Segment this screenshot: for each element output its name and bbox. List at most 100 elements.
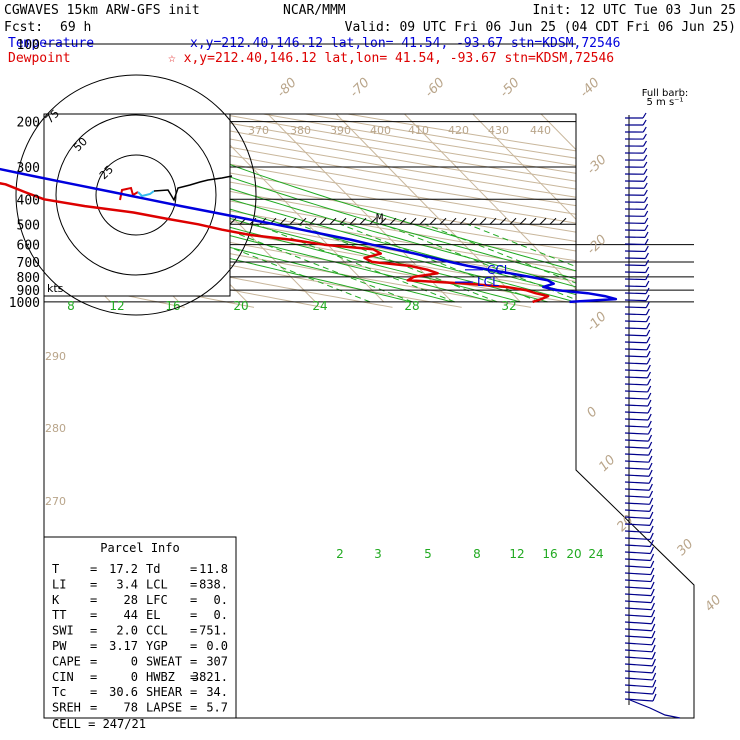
hatch [339,217,347,225]
barb-shaft [624,285,646,288]
barb-flag [649,525,654,533]
barb-shaft [624,586,652,590]
parcel-cell: CELL = 247/21 [52,717,146,731]
dry-adiabat [302,114,576,159]
isotherm-label: -10 [584,309,610,335]
pressure-label: 200 [17,116,40,131]
hatch [549,217,557,225]
mixing-ratio-label: 3 [374,547,382,561]
theta-label: 290 [45,350,66,363]
wind-barb [624,574,655,583]
parcel-eq: = [90,593,97,607]
level-ccl-label: CCL [487,263,511,277]
pressure-label: 1000 [9,296,40,311]
barb-shaft [624,348,647,351]
barb-shaft [624,579,651,583]
dry-adiabat [91,114,576,198]
parcel-field-label: LAPSE [146,701,182,715]
parcel-eq: = [90,654,97,668]
isotherm-label: -80 [274,75,300,101]
wind-barb [624,434,653,442]
hodograph-trace-high [153,175,233,202]
wind-barb [624,280,650,288]
barb-shaft [624,656,653,660]
wind-barb [624,525,654,534]
parcel-eq: = [90,685,97,699]
wind-barb [624,427,652,435]
org-label: NCAR/MMM [283,3,346,18]
wind-barb [624,490,654,498]
wind-barb [624,679,657,688]
barb-flag [650,553,655,561]
barb-shaft [624,397,648,400]
wind-barb [624,546,655,555]
barb-flag [645,273,650,280]
barb-shaft [624,663,653,667]
parcel-eq: = [90,577,97,591]
mixing-ratio-label: 24 [588,547,603,561]
parcel-field-label: SWI [52,624,74,638]
barb-shaft [624,299,647,302]
barb-shaft [624,271,646,274]
parcel-field-value: 0. [214,593,228,607]
wind-barb [624,504,654,512]
parcel-field-value: 3.17 [109,639,138,653]
wind-barb [624,497,654,505]
barb-flag [647,392,652,400]
level-m-label: M [376,211,383,225]
pressure-label: 800 [17,271,40,286]
barb-flag [646,322,651,330]
wind-barb [624,238,649,246]
barb-flag [651,658,656,667]
barb-shaft [624,327,647,330]
hodograph-ring [55,114,217,276]
isotherm-label: 0 [584,404,600,420]
parcel-field-label: EL [146,608,160,622]
wind-barb [624,357,651,365]
barb-shaft [624,558,651,562]
barb-flag [647,406,652,414]
parcel-eq: = [190,593,197,607]
parcel-field-value: 28 [124,593,138,607]
barb-flag [643,189,648,196]
hatch [499,217,507,225]
barb-shaft [624,621,652,625]
parcel-field-label: LI [52,577,66,591]
wind-barb [624,595,655,604]
theta-label: 420 [448,124,469,137]
parcel-field-label: CCL [146,624,168,638]
wind-barb [624,658,656,667]
fcst-value: 69 h [60,20,91,35]
wind-barb [624,644,656,653]
barb-flag [644,252,649,259]
parcel-field-label: SREH [52,701,81,715]
barb-shaft [624,341,647,344]
barb-flag [644,245,649,252]
theta-label: 410 [408,124,429,137]
hatch [409,217,417,225]
wind-barb [624,224,649,231]
barb-shaft [624,418,649,421]
wind-barb [624,273,650,281]
wind-barb [624,385,652,393]
wind-barb [624,581,655,590]
barb-shaft [624,481,650,484]
mixing-ratio-label: 5 [424,547,432,561]
barb-flag [648,476,653,484]
wind-barb [624,665,657,674]
wind-barb [624,140,647,147]
wind-barb [624,308,650,316]
mixing-ratio-label: 16 [165,299,180,313]
barb-shaft [624,635,652,639]
wind-barb [624,448,653,456]
wind-barb [624,399,652,407]
barb-flag [647,399,652,407]
dry-adiabat [44,155,576,252]
mixing-ratio-label: 8 [67,299,75,313]
barb-flag [648,455,653,463]
barb-flag [646,336,651,344]
hatch [289,217,297,225]
barb-shaft [624,306,647,309]
isotherm-label: -30 [584,152,610,178]
